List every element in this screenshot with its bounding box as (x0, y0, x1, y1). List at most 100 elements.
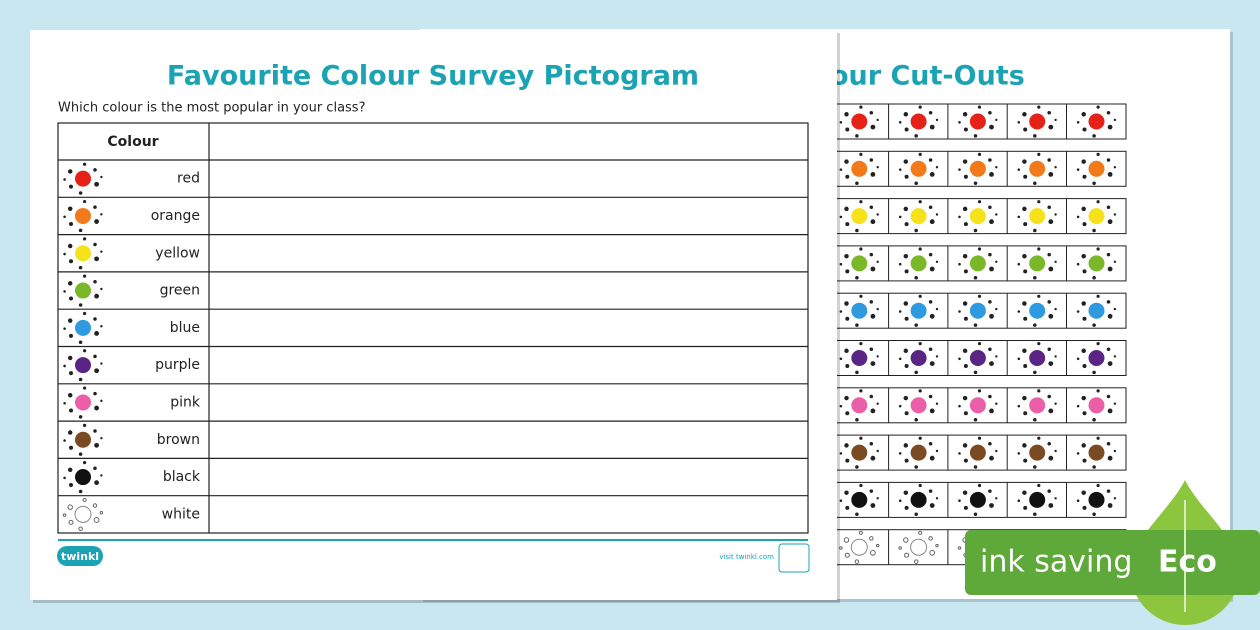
splat-dot (1076, 499, 1080, 502)
splat-blob (75, 170, 91, 187)
splat-dot (876, 497, 879, 500)
splat-dot (914, 465, 918, 469)
splat-dot (92, 503, 98, 508)
splat-dot (844, 112, 849, 117)
splat-dot (1081, 112, 1086, 117)
splat-dot (1023, 458, 1028, 463)
splat-dot (903, 348, 909, 354)
splat-dot (928, 347, 933, 351)
splat-dot (1082, 222, 1087, 227)
paint-splat (898, 247, 939, 280)
splat-dot (929, 549, 936, 556)
splat-dot (869, 347, 874, 351)
splat-blob (1029, 113, 1046, 130)
splat-dot (1017, 262, 1021, 266)
splat-dot (1037, 483, 1041, 488)
paint-splat (1076, 436, 1117, 469)
splat-blob (1088, 350, 1105, 366)
splat-dot (94, 181, 99, 187)
splat-dot (93, 429, 97, 433)
splat-dot (962, 348, 968, 354)
splat-blob (1088, 113, 1105, 130)
splat-blob (1029, 491, 1046, 508)
splat-dot (1033, 276, 1037, 280)
splat-dot (1096, 152, 1100, 156)
splat-dot (83, 199, 87, 204)
splat-dot (1092, 417, 1096, 422)
splat-dot (67, 355, 73, 361)
splat-dot (914, 134, 918, 138)
splat-dot (1107, 124, 1113, 130)
splat-blob (1088, 208, 1105, 225)
splat-dot (69, 371, 73, 376)
splat-dot (1107, 172, 1113, 177)
paint-splat (958, 436, 998, 469)
splat-dot (898, 168, 902, 171)
splat-blob (1029, 255, 1046, 272)
splat-blob (851, 113, 868, 130)
splat-blob (1029, 208, 1046, 225)
splat-dot (904, 458, 909, 463)
splat-dot (977, 436, 982, 440)
paint-splat (898, 530, 939, 564)
splat-dot (1106, 347, 1111, 351)
footer-link[interactable]: visit twinkl.com (719, 553, 774, 561)
paint-splat (839, 152, 879, 185)
splat-dot (845, 411, 850, 416)
splat-dot (78, 526, 83, 532)
splat-dot (989, 361, 994, 366)
splat-dot (1054, 497, 1057, 500)
splat-dot (1106, 300, 1111, 304)
splat-dot (1048, 455, 1054, 461)
paint-splat (898, 152, 939, 185)
splat-dot (935, 497, 939, 500)
splat-dot (1022, 443, 1027, 448)
splat-dot (918, 294, 922, 298)
paint-splat (839, 105, 879, 138)
splat-dot (989, 455, 994, 461)
splat-dot (898, 357, 902, 361)
splat-dot (962, 301, 968, 306)
splat-dot (957, 546, 962, 550)
splat-dot (918, 436, 922, 440)
splat-dot (1096, 294, 1100, 298)
splat-dot (988, 110, 992, 115)
splat-dot (935, 166, 939, 169)
splat-blob (851, 397, 868, 414)
splat-dot (1023, 505, 1028, 510)
paint-splat (1076, 342, 1117, 375)
splat-dot (94, 219, 99, 224)
splat-dot (876, 355, 879, 358)
splat-dot (935, 118, 939, 122)
splat-dot (995, 449, 998, 453)
splat-dot (1047, 442, 1051, 446)
splat-dot (855, 276, 859, 280)
paint-splat (1017, 342, 1057, 375)
splat-dot (1054, 449, 1057, 453)
splat-dot (845, 222, 850, 227)
splat-dot (78, 265, 83, 270)
paint-splat (839, 342, 879, 375)
splat-dot (93, 205, 97, 209)
splat-blob (75, 394, 91, 411)
splat-dot (904, 269, 909, 274)
splat-dot (1076, 452, 1080, 455)
splat-blob (75, 431, 91, 448)
splat-dot (1022, 253, 1027, 259)
splat-dot (83, 349, 87, 353)
splat-dot (918, 530, 923, 535)
logo-bg (57, 546, 103, 566)
splat-dot (1048, 124, 1054, 130)
logo: twinkl (61, 550, 99, 563)
splat-dot (1048, 503, 1054, 508)
splat-blob (910, 397, 927, 414)
splat-blob (910, 255, 927, 272)
splat-dot (1037, 342, 1041, 346)
splat-blob (75, 319, 91, 336)
splat-dot (845, 364, 850, 368)
splat-dot (914, 417, 918, 422)
splat-dot (904, 316, 909, 321)
splat-dot (68, 519, 74, 525)
splat-dot (859, 105, 863, 109)
paint-splat (839, 483, 879, 517)
